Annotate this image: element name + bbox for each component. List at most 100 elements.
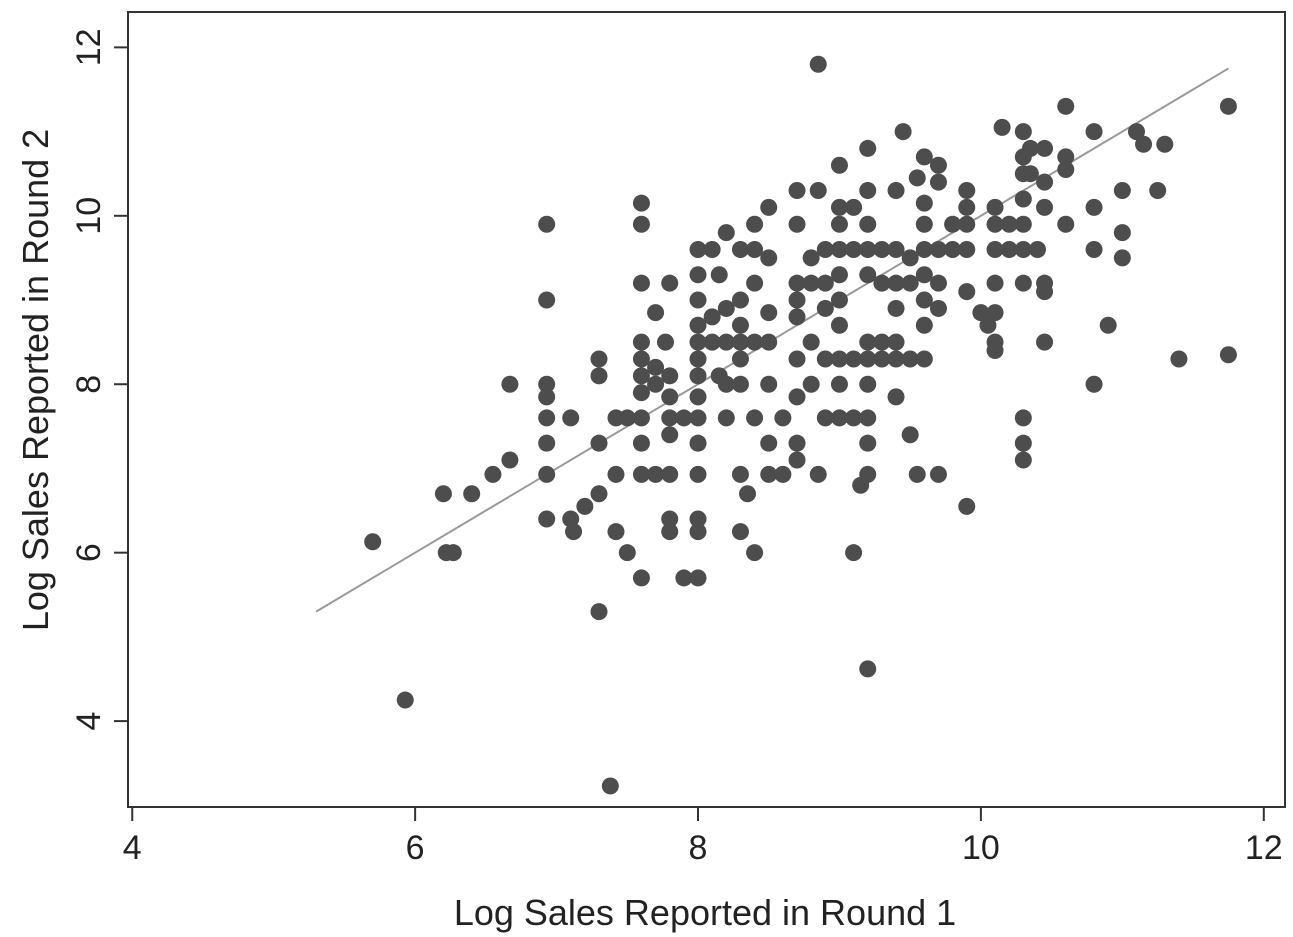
- data-point: [859, 660, 877, 678]
- data-point: [944, 215, 962, 233]
- data-point: [731, 240, 749, 258]
- data-point: [647, 465, 665, 483]
- data-point: [760, 434, 778, 452]
- data-point: [908, 465, 926, 483]
- data-point: [845, 350, 863, 368]
- data-point: [873, 274, 891, 292]
- data-point: [830, 375, 848, 393]
- data-point: [760, 198, 778, 216]
- data-point: [689, 291, 707, 309]
- data-point: [746, 409, 764, 427]
- data-point: [809, 182, 827, 200]
- data-point: [1149, 182, 1167, 200]
- data-point: [632, 350, 650, 368]
- data-point: [1014, 434, 1032, 452]
- data-point: [859, 266, 877, 284]
- data-point: [689, 569, 707, 587]
- data-point: [816, 240, 834, 258]
- data-point: [562, 510, 580, 528]
- data-point: [830, 198, 848, 216]
- x-tick-label: 6: [406, 829, 425, 867]
- data-point: [972, 304, 990, 322]
- data-point: [788, 434, 806, 452]
- data-point: [675, 569, 693, 587]
- data-point: [760, 375, 778, 393]
- data-point: [788, 215, 806, 233]
- data-point: [484, 465, 502, 483]
- data-point: [788, 388, 806, 406]
- x-tick-label: 8: [689, 829, 708, 867]
- data-point: [746, 240, 764, 258]
- y-tick-label: 10: [70, 197, 108, 235]
- data-point: [859, 139, 877, 157]
- data-point: [675, 409, 693, 427]
- data-point: [1127, 123, 1145, 141]
- data-point: [565, 523, 583, 541]
- data-point: [632, 569, 650, 587]
- plot-area: [127, 11, 1286, 808]
- data-point: [501, 375, 519, 393]
- data-point: [746, 333, 764, 351]
- data-point: [1156, 135, 1174, 153]
- data-point: [993, 118, 1011, 136]
- data-point: [986, 215, 1004, 233]
- data-point: [859, 409, 877, 427]
- data-point: [601, 777, 619, 795]
- data-point: [689, 367, 707, 385]
- data-point: [788, 350, 806, 368]
- data-point: [1021, 165, 1039, 183]
- data-point: [830, 215, 848, 233]
- data-point: [830, 350, 848, 368]
- data-point: [915, 148, 933, 166]
- data-point: [717, 224, 735, 242]
- data-point: [986, 274, 1004, 292]
- data-point: [1014, 274, 1032, 292]
- axes: 4 6 8 10 12 4 6 8 10 12: [70, 28, 1283, 867]
- data-point: [774, 409, 792, 427]
- data-point: [434, 485, 452, 503]
- data-point: [1113, 224, 1131, 242]
- data-point: [689, 240, 707, 258]
- data-point: [576, 497, 594, 515]
- data-point: [859, 434, 877, 452]
- data-point: [689, 316, 707, 334]
- data-point: [632, 215, 650, 233]
- data-point: [760, 333, 778, 351]
- data-point: [809, 55, 827, 73]
- data-point: [1085, 123, 1103, 141]
- data-point: [986, 198, 1004, 216]
- x-tick-label: 10: [962, 829, 1000, 867]
- data-point: [788, 274, 806, 292]
- data-point: [816, 350, 834, 368]
- data-point: [901, 426, 919, 444]
- data-point: [859, 333, 877, 351]
- data-point: [986, 342, 1004, 360]
- data-point: [830, 266, 848, 284]
- data-point: [873, 333, 891, 351]
- data-point: [731, 350, 749, 368]
- data-point: [887, 350, 905, 368]
- data-point: [463, 485, 481, 503]
- data-point: [887, 299, 905, 317]
- data-point: [1036, 139, 1054, 157]
- y-axis-label: Log Sales Reported in Round 2: [15, 129, 56, 631]
- data-point: [661, 523, 679, 541]
- data-point: [1036, 173, 1054, 191]
- data-point: [809, 465, 827, 483]
- data-point: [1113, 249, 1131, 267]
- data-point: [845, 409, 863, 427]
- data-point: [830, 240, 848, 258]
- data-point: [1021, 139, 1039, 157]
- data-point: [538, 375, 556, 393]
- data-point: [986, 240, 1004, 258]
- data-point: [1014, 190, 1032, 208]
- data-point: [958, 215, 976, 233]
- data-point: [538, 510, 556, 528]
- data-point: [944, 240, 962, 258]
- data-point: [1170, 350, 1188, 368]
- data-point: [816, 274, 834, 292]
- y-tick-label: 6: [70, 543, 108, 562]
- data-point: [590, 367, 608, 385]
- data-point: [873, 240, 891, 258]
- data-point: [802, 375, 820, 393]
